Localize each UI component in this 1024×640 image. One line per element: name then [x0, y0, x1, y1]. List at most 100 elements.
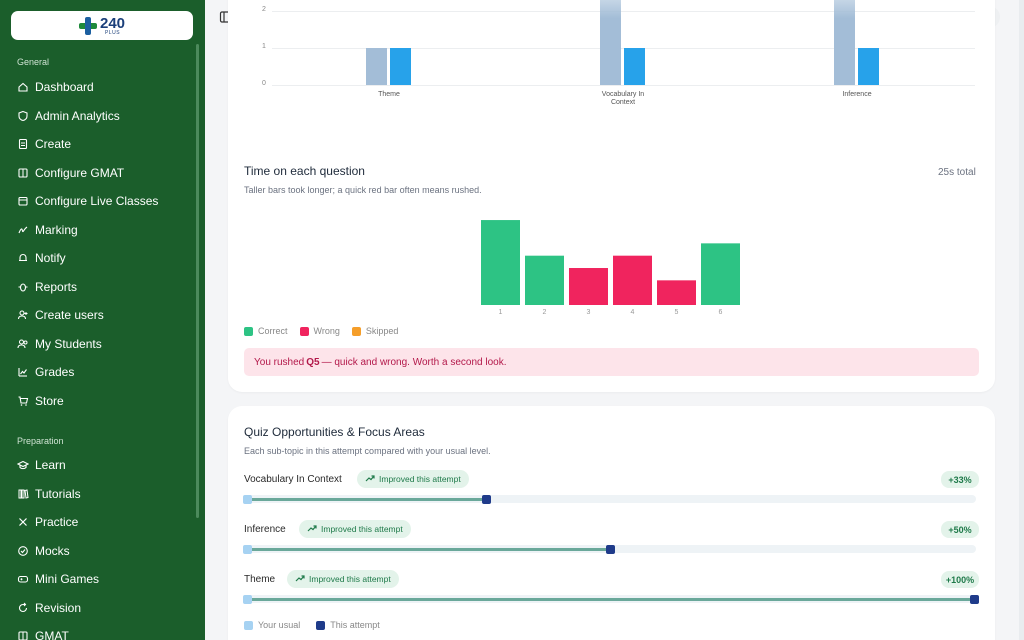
- time-section-title: Time on each question: [244, 164, 365, 178]
- sidebar-item-label: Create: [35, 137, 72, 151]
- sidebar-item-label: Configure GMAT: [35, 165, 125, 180]
- sidebar-item-configure-live-classes[interactable]: Configure Live Classes: [17, 191, 158, 211]
- x-category-label: Inference: [842, 91, 872, 98]
- time-bar-q4[interactable]: [613, 255, 652, 305]
- page-scrollbar[interactable]: [1019, 0, 1024, 640]
- graduation-icon: [17, 459, 29, 471]
- section-label-general: General: [17, 57, 50, 67]
- topic-name: Theme: [244, 574, 276, 585]
- trend-up-icon: [365, 474, 375, 484]
- sidebar-item-label: Tutorials: [35, 486, 81, 501]
- bell-icon: [17, 252, 29, 264]
- trend-up-icon: [307, 524, 317, 534]
- tools-icon: [17, 516, 29, 528]
- logo-cross-icon: [78, 16, 97, 35]
- attempt-bar: [390, 48, 411, 85]
- sidebar-item-create-users[interactable]: Create users: [17, 305, 104, 325]
- sidebar-item-label: Mocks: [35, 543, 70, 558]
- sidebar: 240 PLUS General Dashboard Admin Analytic…: [0, 0, 205, 640]
- legend-skipped-label: Skipped: [365, 326, 399, 336]
- sidebar-item-mini-games[interactable]: Mini Games: [17, 569, 99, 589]
- trend-up-icon: [295, 574, 305, 584]
- brand-logo[interactable]: 240 PLUS: [11, 11, 193, 40]
- sidebar-item-tutorials[interactable]: Tutorials: [17, 484, 81, 504]
- legend-wrong-label: Wrong: [313, 326, 340, 336]
- cart-icon: [17, 395, 29, 407]
- document-icon: [17, 138, 29, 150]
- time-legend: Correct Wrong Skipped: [244, 326, 398, 336]
- book-icon: [17, 630, 29, 640]
- improved-badge: Improved this attempt: [287, 570, 399, 588]
- sidebar-item-label: Revision: [35, 600, 82, 615]
- delta-badge: +100%: [941, 571, 979, 588]
- time-bar-q6[interactable]: [701, 243, 740, 305]
- sidebar-scrollbar[interactable]: [196, 44, 199, 518]
- sidebar-item-create[interactable]: Create: [17, 134, 71, 154]
- delta-badge: +33%: [941, 471, 979, 488]
- usual-bar: [600, 0, 621, 85]
- sidebar-item-label: Notify: [35, 251, 66, 265]
- signature-icon: [17, 224, 29, 236]
- usual-bar: [834, 0, 855, 85]
- usual-level-marker: [243, 544, 252, 554]
- sidebar-item-label: Dashboard: [35, 80, 94, 94]
- sidebar-item-label: My Students: [35, 336, 102, 351]
- time-bar-q2[interactable]: [525, 255, 564, 305]
- sidebar-item-gmat[interactable]: GMAT: [17, 626, 69, 640]
- gridline: [272, 85, 975, 86]
- y-tick-label: 1: [262, 43, 266, 50]
- legend-attempt-swatch: [316, 620, 326, 630]
- sidebar-item-practice[interactable]: Practice: [17, 512, 78, 532]
- legend-attempt-label: This attempt: [330, 620, 380, 630]
- improved-badge: Improved this attempt: [357, 470, 469, 488]
- attempt-level-marker: [605, 544, 615, 554]
- logo-number: 240: [99, 14, 126, 32]
- topic-name: Inference: [244, 524, 286, 535]
- alert-post: — quick and wrong. Worth a second look.: [321, 356, 507, 368]
- sidebar-item-dashboard[interactable]: Dashboard: [17, 77, 94, 97]
- improved-badge-label: Improved this attempt: [309, 574, 391, 584]
- sidebar-item-configure-gmat[interactable]: Configure GMAT: [17, 163, 124, 183]
- sidebar-item-label: Grades: [35, 365, 75, 379]
- sidebar-item-label: Learn: [35, 458, 66, 472]
- sidebar-item-label: Reports: [35, 279, 78, 294]
- gridline: [272, 11, 975, 12]
- alert-question: Q5: [306, 356, 320, 368]
- time-bar-q5[interactable]: [657, 280, 696, 305]
- improved-badge-label: Improved this attempt: [321, 524, 403, 534]
- time-x-tick-label: 3: [587, 309, 591, 316]
- usual-bar: [366, 48, 387, 85]
- sidebar-item-learn[interactable]: Learn: [17, 455, 66, 475]
- sidebar-item-admin-analytics[interactable]: Admin Analytics: [17, 106, 120, 126]
- sidebar-item-my-students[interactable]: My Students: [17, 334, 102, 354]
- level-track: [247, 495, 976, 503]
- sidebar-item-marking[interactable]: Marking: [17, 220, 78, 240]
- gridline: [272, 48, 975, 49]
- time-bar-q3[interactable]: [569, 268, 608, 305]
- gamepad-icon: [17, 573, 29, 585]
- book-icon: [17, 167, 29, 179]
- legend-usual-label: Your usual: [258, 620, 301, 630]
- time-x-tick-label: 5: [675, 309, 679, 316]
- delta-badge: +50%: [941, 521, 979, 538]
- user-plus-icon: [17, 309, 29, 321]
- rotate-icon: [17, 602, 29, 614]
- legend-usual-swatch: [244, 620, 253, 630]
- sidebar-item-notify[interactable]: Notify: [17, 248, 66, 268]
- time-x-tick-label: 2: [543, 309, 547, 316]
- x-category-label: Vocabulary In Context: [601, 91, 645, 107]
- legend-skipped-swatch: [351, 326, 361, 336]
- rushed-alert: You rushed Q5 — quick and wrong. Worth a…: [244, 348, 979, 376]
- time-bar-q1[interactable]: [481, 220, 520, 305]
- sidebar-item-revision[interactable]: Revision: [17, 598, 81, 618]
- sidebar-item-label: Store: [35, 393, 64, 408]
- level-fill: [247, 547, 608, 551]
- time-x-tick-label: 6: [719, 309, 723, 316]
- sidebar-item-store[interactable]: Store: [17, 391, 64, 411]
- sidebar-item-grades[interactable]: Grades: [17, 362, 74, 382]
- sidebar-item-reports[interactable]: Reports: [17, 277, 77, 297]
- alert-pre: You rushed: [254, 356, 305, 368]
- sidebar-item-mocks[interactable]: Mocks: [17, 541, 70, 561]
- focus-subtitle: Each sub-topic in this attempt compared …: [244, 446, 491, 456]
- focus-title: Quiz Opportunities & Focus Areas: [244, 425, 425, 439]
